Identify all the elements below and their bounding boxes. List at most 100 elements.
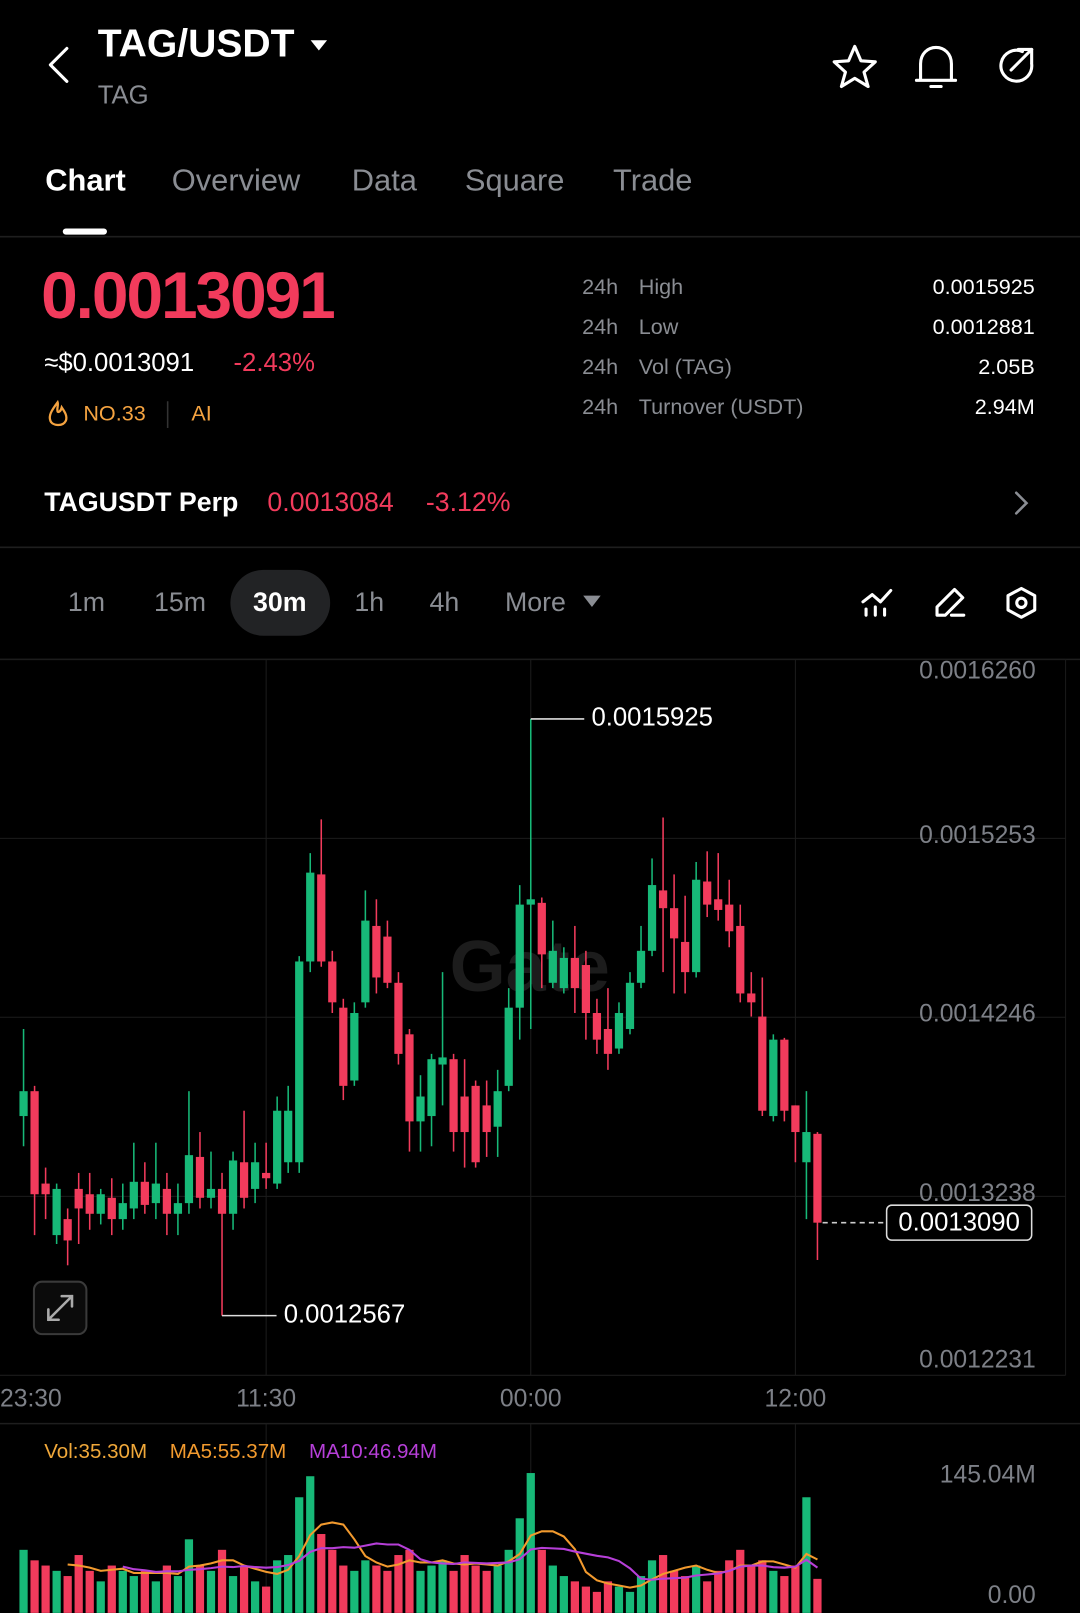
volume-bar: [107, 1565, 116, 1613]
candle-body: [449, 1059, 458, 1133]
volume-bar: [570, 1581, 579, 1613]
pair-dropdown[interactable]: [310, 40, 328, 51]
candle-body: [603, 1028, 613, 1054]
interval[interactable]: 15m: [154, 587, 206, 617]
tag[interactable]: AI: [191, 400, 211, 425]
candle-body: [482, 1105, 491, 1133]
volume-bar: [769, 1570, 778, 1613]
tab[interactable]: Chart: [45, 162, 126, 197]
candle-body: [570, 957, 579, 989]
volume-bar: [184, 1539, 194, 1613]
back-button[interactable]: [48, 46, 69, 83]
candle-body: [361, 920, 370, 1003]
volume-bar: [714, 1570, 723, 1613]
candle-body: [96, 1194, 105, 1214]
x-tick-label: 11:30: [236, 1386, 296, 1413]
volume-bar: [681, 1576, 690, 1613]
volume-bar: [239, 1565, 249, 1613]
candle-body: [681, 941, 690, 973]
candle-body: [813, 1133, 822, 1223]
interval[interactable]: 4h: [429, 587, 459, 617]
candle-body: [714, 899, 723, 910]
volume-bar: [74, 1555, 83, 1613]
candle-body: [339, 1007, 348, 1086]
volume-bar: [162, 1565, 172, 1613]
tab[interactable]: Trade: [613, 162, 692, 197]
volume-bar: [361, 1560, 370, 1613]
tab[interactable]: Square: [465, 162, 564, 197]
last-price-box: [885, 1204, 1033, 1241]
candle-body: [592, 1013, 602, 1040]
indicator-icon[interactable]: [861, 588, 893, 617]
more-dropdown[interactable]: [583, 595, 601, 607]
candle-body: [515, 904, 524, 1008]
favorite-icon[interactable]: [832, 44, 877, 89]
settings-icon[interactable]: [1006, 586, 1037, 619]
refresh-icon[interactable]: [999, 47, 1034, 83]
candle-body: [195, 1156, 205, 1198]
candle-body: [306, 872, 315, 962]
interval[interactable]: More: [505, 587, 566, 617]
price-chart: Gate0.00162600.00152530.00142460.0013238…: [0, 657, 1066, 1613]
price-change: -2.43%: [233, 349, 314, 377]
candle-body: [493, 1091, 502, 1127]
candle-body: [350, 1013, 359, 1081]
candle-body: [636, 950, 646, 983]
y-tick-label: 0.0016260: [919, 657, 1036, 684]
candle-body: [151, 1183, 160, 1204]
candle-body: [537, 902, 546, 955]
stat-label: Turnover (USDT): [639, 394, 804, 419]
volume-bar: [217, 1549, 227, 1613]
hot-icon: [48, 399, 68, 427]
candle-body: [206, 1188, 216, 1198]
volume-bar: [636, 1576, 646, 1613]
x-tick-label: 23:30: [0, 1386, 62, 1413]
interval[interactable]: 1m: [68, 587, 105, 617]
candle-body: [262, 1172, 271, 1179]
volume-bar: [228, 1576, 238, 1613]
usd-price: ≈$0.0013091: [44, 349, 194, 377]
interval[interactable]: 30m: [253, 587, 307, 617]
volume-bar: [427, 1565, 436, 1613]
tab[interactable]: Overview: [172, 162, 301, 197]
tab[interactable]: Data: [352, 162, 418, 197]
stat-value: 2.05B: [978, 354, 1034, 379]
candle-body: [140, 1181, 149, 1205]
last-price: 0.0013091: [41, 258, 334, 332]
candle-body: [669, 908, 679, 939]
candle-body: [162, 1188, 172, 1214]
volume-bar: [725, 1560, 734, 1613]
ma10-line: [122, 1542, 819, 1581]
stat-label: Low: [639, 314, 679, 339]
candle-body: [328, 961, 337, 1003]
candle-body: [692, 879, 701, 973]
volume-bar: [173, 1576, 183, 1613]
candle-body: [548, 950, 557, 983]
volume-bar: [85, 1570, 94, 1613]
alert-icon[interactable]: [914, 45, 958, 89]
fullscreen-button[interactable]: [32, 1280, 88, 1336]
draw-icon[interactable]: [935, 587, 966, 617]
volume-bar: [317, 1534, 326, 1613]
y-tick-label: 0.0013238: [919, 1180, 1036, 1207]
interval[interactable]: 1h: [354, 587, 384, 617]
pair-title[interactable]: TAG/USDT: [98, 23, 295, 66]
last-price-label: 0.0013090: [898, 1208, 1020, 1236]
tab-indicator: [62, 228, 107, 235]
volume-bar: [526, 1473, 535, 1613]
candle-body: [273, 1110, 282, 1184]
perp-row[interactable]: TAGUSDT Perp 0.0013084 -3.12%: [44, 487, 1029, 517]
volume-bar: [537, 1549, 546, 1613]
stat-period: 24h: [582, 314, 618, 339]
volume-bar: [493, 1565, 502, 1613]
candle-body: [41, 1183, 50, 1195]
candle-body: [173, 1203, 183, 1214]
candle-body: [217, 1188, 227, 1214]
candle-body: [460, 1096, 469, 1133]
volume-bar: [515, 1518, 524, 1613]
chevron: [1014, 491, 1029, 515]
candle-body: [372, 925, 381, 978]
volume-bar: [692, 1565, 701, 1613]
